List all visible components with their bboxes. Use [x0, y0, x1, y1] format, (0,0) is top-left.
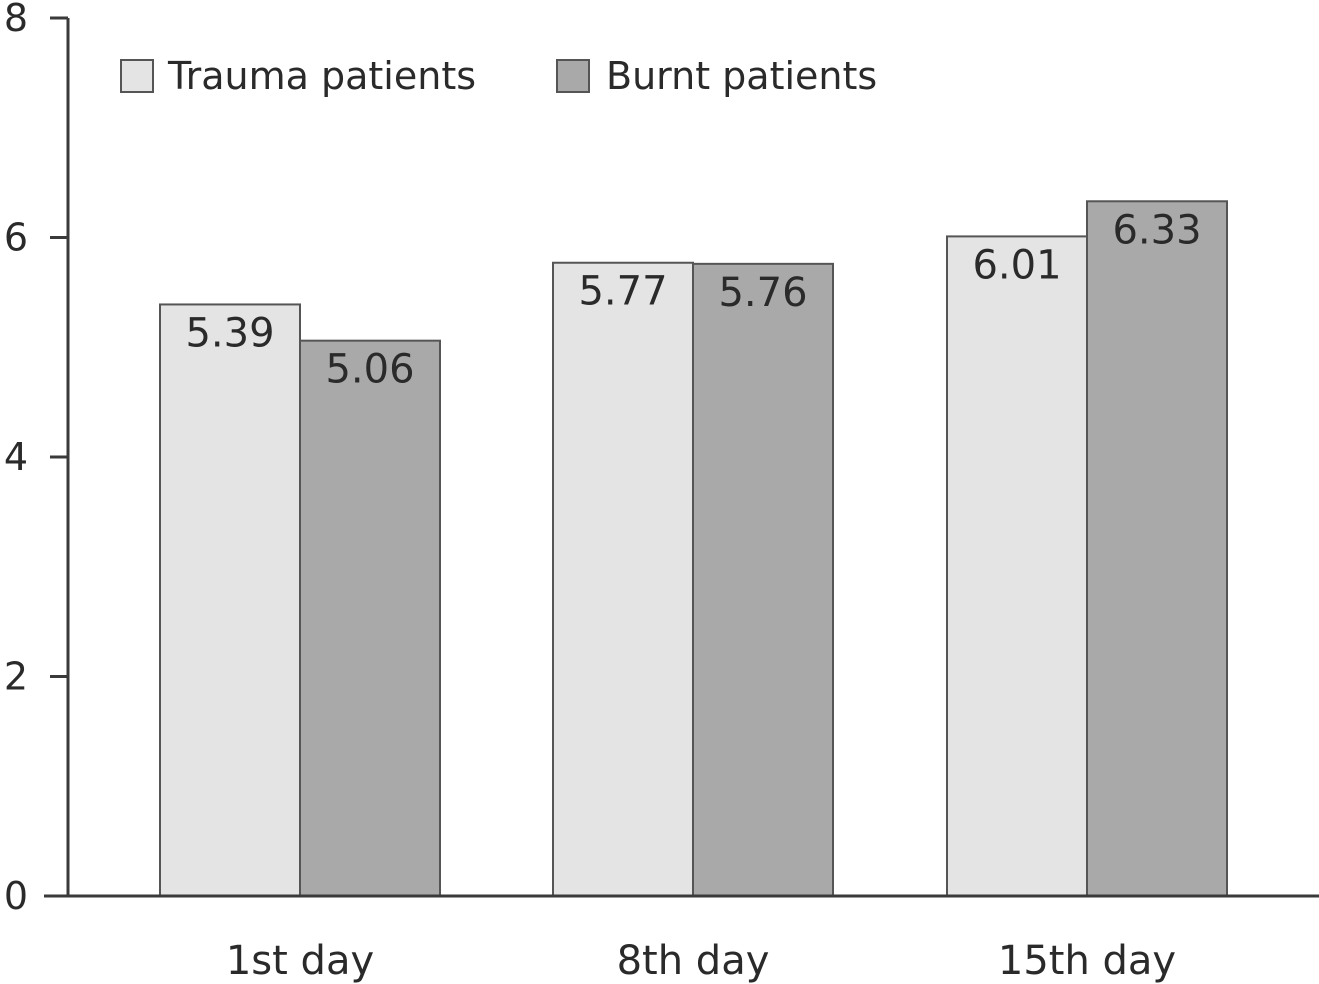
legend-label-burnt: Burnt patients — [606, 54, 877, 98]
x-axis-categories: 1st day 8th day 15th day — [226, 938, 1176, 984]
data-label-trauma-3: 6.01 — [972, 242, 1061, 288]
x-category-label: 15th day — [998, 938, 1176, 984]
data-label-burnt-1: 5.06 — [325, 347, 414, 393]
y-tick-label: 6 — [4, 216, 28, 260]
legend: Trauma patients Burnt patients — [120, 54, 877, 98]
data-labels: 5.39 5.06 5.77 5.76 6.01 6.33 — [185, 207, 1201, 392]
y-tick-label: 8 — [4, 0, 28, 40]
bar-trauma-1 — [159, 303, 301, 897]
bar-burnt-1 — [299, 339, 441, 898]
bar-burnt-2 — [692, 262, 834, 897]
bar-burnt-3 — [1086, 200, 1228, 898]
y-axis-ticks: 0 2 4 6 8 — [4, 0, 68, 918]
legend-label-trauma: Trauma patients — [167, 54, 476, 98]
legend-swatch-burnt — [556, 59, 590, 93]
y-tick-label: 4 — [4, 435, 28, 479]
bar-trauma-2 — [552, 261, 694, 897]
bars-layer — [159, 200, 1228, 898]
bar-trauma-3 — [946, 235, 1088, 897]
data-label-trauma-1: 5.39 — [185, 310, 274, 356]
data-label-burnt-2: 5.76 — [718, 270, 807, 316]
legend-swatch-trauma — [120, 59, 154, 93]
data-label-trauma-2: 5.77 — [578, 269, 667, 315]
data-label-burnt-3: 6.33 — [1112, 207, 1201, 253]
x-category-label: 8th day — [617, 938, 770, 984]
x-category-label: 1st day — [226, 938, 374, 984]
y-tick-label: 0 — [4, 874, 28, 918]
y-tick-label: 2 — [4, 655, 28, 699]
